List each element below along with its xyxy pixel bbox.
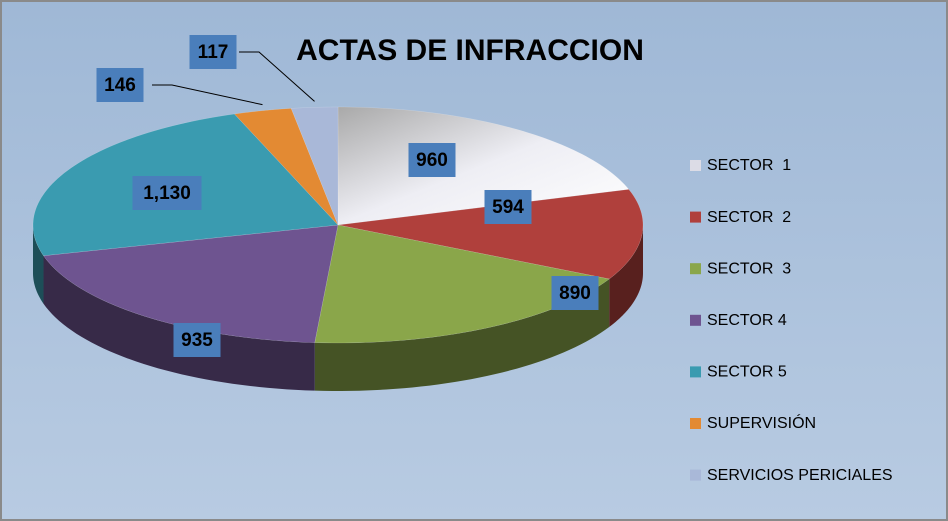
leader-line — [239, 51, 315, 102]
legend-label: SECTOR 5 — [707, 364, 787, 381]
legend-label: SECTOR 1 — [707, 157, 791, 174]
slice-side — [43, 255, 315, 391]
data-label-box — [173, 323, 221, 357]
data-label-box — [408, 143, 456, 177]
legend-swatch — [690, 160, 701, 171]
slice — [233, 108, 339, 226]
data-label: 935 — [181, 330, 213, 351]
legend-swatch — [690, 366, 701, 378]
data-label: 146 — [104, 75, 136, 96]
data-label-box — [551, 276, 599, 310]
data-label-box — [132, 176, 202, 210]
data-label: 890 — [559, 283, 591, 304]
slice — [290, 106, 339, 226]
slice — [337, 189, 644, 280]
data-label: 1,130 — [143, 183, 191, 204]
data-label: 960 — [416, 150, 448, 171]
legend-label: SECTOR 3 — [707, 260, 791, 277]
slice-side — [314, 278, 610, 391]
legend-swatch — [690, 418, 701, 429]
data-label: 594 — [492, 197, 524, 218]
slice-side — [609, 225, 643, 327]
legend-label: SECTOR 2 — [707, 209, 791, 226]
legend-swatch — [690, 263, 701, 275]
chart-title: ACTAS DE INFRACCION — [296, 34, 644, 67]
legend-label: SECTOR 4 — [707, 312, 787, 329]
slice — [43, 224, 339, 343]
data-label-box — [484, 190, 532, 224]
legend-label: SUPERVISIÓN — [707, 413, 816, 432]
slice-side — [33, 225, 44, 304]
leader-line — [152, 84, 263, 106]
legend-swatch — [690, 211, 701, 223]
data-label-box — [96, 68, 144, 102]
legend-label: SERVICIOS PERICIALES — [707, 467, 893, 484]
legend-swatch — [690, 314, 701, 326]
legend-swatch — [690, 469, 701, 481]
slice — [337, 106, 630, 226]
data-label-box — [189, 35, 237, 69]
data-label: 117 — [198, 42, 229, 63]
